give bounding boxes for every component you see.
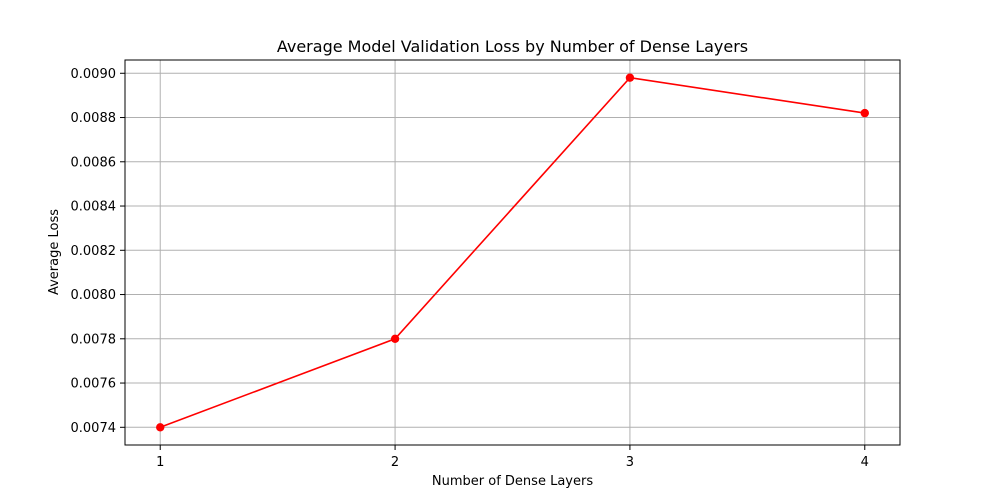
x-axis-label: Number of Dense Layers bbox=[432, 474, 593, 489]
chart-title: Average Model Validation Loss by Number … bbox=[277, 37, 748, 56]
x-tick-label: 1 bbox=[156, 455, 164, 470]
ticks: 1 2 3 4 0.0074 0.0076 0.0078 0.0080 0.0082 0.0084… bbox=[71, 67, 869, 470]
data-point bbox=[390, 334, 400, 343]
y-tick-label: 0.0088 bbox=[71, 111, 117, 126]
y-tick-label: 0.0090 bbox=[71, 67, 117, 82]
data-point bbox=[156, 423, 165, 432]
x-tick-label: 4 bbox=[861, 455, 869, 470]
y-tick-label: 0.0082 bbox=[71, 244, 117, 259]
series-line bbox=[159, 76, 865, 429]
y-tick-label: 0.0078 bbox=[71, 332, 117, 347]
y-tick-label: 0.0080 bbox=[71, 288, 117, 303]
data-point bbox=[625, 73, 635, 82]
y-tick-label: 0.0076 bbox=[71, 377, 117, 392]
y-tick-label: 0.0074 bbox=[71, 421, 117, 436]
data-point bbox=[860, 108, 869, 118]
plot-frame bbox=[124, 59, 901, 446]
y-tick-label: 0.0084 bbox=[71, 200, 117, 215]
x-tick-label: 2 bbox=[391, 455, 399, 470]
y-axis-label: Average Loss bbox=[47, 209, 62, 295]
grid bbox=[125, 60, 900, 445]
series-layer bbox=[156, 73, 869, 432]
x-tick-label: 3 bbox=[626, 455, 634, 470]
y-tick-label: 0.0086 bbox=[71, 155, 117, 170]
